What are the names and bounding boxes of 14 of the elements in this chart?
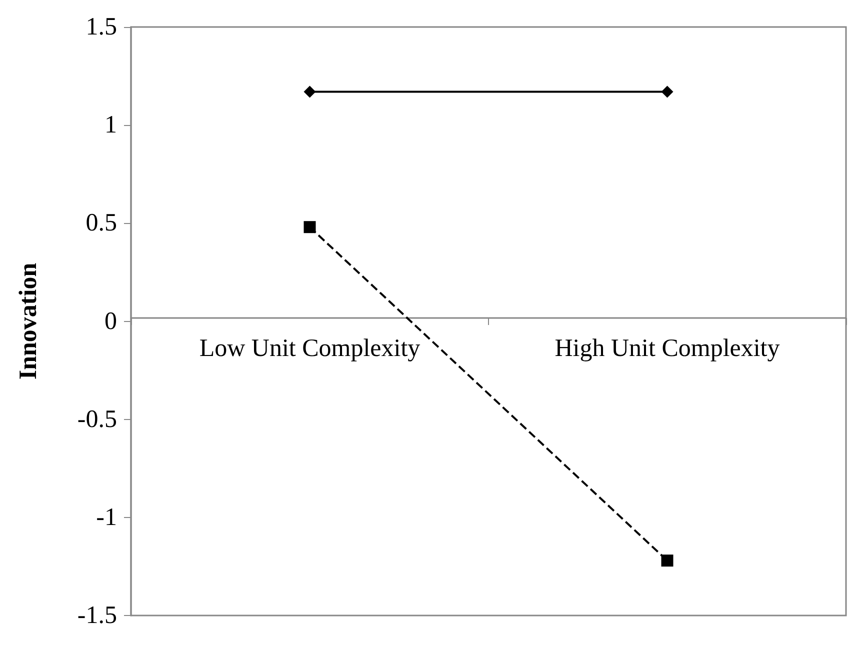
point <box>304 86 316 98</box>
y-tick-label: 1 <box>104 112 117 139</box>
y-tick-label: -1.5 <box>77 602 117 629</box>
y-tick-label: 1.5 <box>86 14 117 40</box>
y-tick-label: -0.5 <box>77 406 117 433</box>
y-axis-title: Innovation <box>15 262 42 380</box>
point <box>661 554 674 567</box>
y-tick-label: 0.5 <box>86 210 117 237</box>
point <box>304 221 316 234</box>
x-tick-label: Low Unit Complexity <box>199 335 421 362</box>
point <box>661 86 674 98</box>
y-tick-label: -1 <box>96 504 117 531</box>
x-tick-label: High Unit Complexity <box>554 335 780 362</box>
y-tick-label: 0 <box>104 308 117 335</box>
